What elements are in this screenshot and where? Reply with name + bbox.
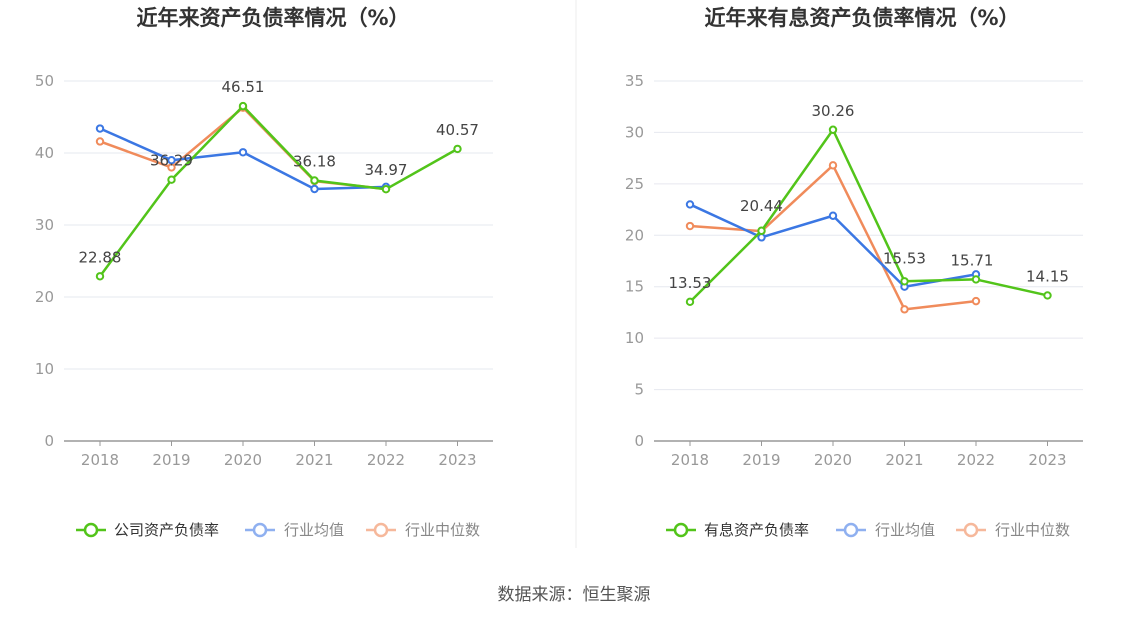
chart2-series-point-0 (1043, 291, 1052, 300)
chart1-data-label: 36.29 (150, 152, 193, 170)
chart2-legend-label-1: 行业均值 (875, 521, 935, 539)
chart2-y-tick-label: 5 (634, 381, 644, 399)
chart1-data-label: 40.57 (436, 121, 479, 139)
chart1-series-point-1 (238, 148, 248, 157)
chart1-y-tick-label: 30 (35, 216, 54, 234)
chart1-y-tick-label: 40 (35, 144, 54, 162)
chart2-series-point-1 (828, 211, 838, 220)
chart1-series-point-1 (310, 184, 319, 194)
chart1-x-tick-label: 2020 (224, 451, 262, 469)
chart2-legend-marker-0 (673, 522, 689, 538)
chart1-x-tick-label: 2023 (438, 451, 476, 469)
chart1-x-tick-label: 2021 (295, 451, 333, 469)
chart2-series-point-0 (685, 297, 695, 307)
chart1-series-point-0 (238, 101, 248, 111)
chart2-series-point-0 (971, 275, 981, 284)
chart2-legend-marker-1 (843, 522, 859, 538)
chart2-series-point-2 (828, 161, 838, 170)
chart1-legend-label-0: 公司资产负债率 (114, 521, 219, 539)
chart2-series-point-2 (900, 305, 909, 314)
chart2-series-point-0 (828, 125, 838, 134)
chart2-x-tick-label: 2021 (885, 451, 923, 469)
chart1-series-point-0 (453, 144, 462, 154)
chart1-x-tick-label: 2019 (152, 451, 190, 469)
chart2-title: 近年来有息资产负债率情况（%） (704, 6, 1019, 30)
chart1-data-label: 36.18 (293, 153, 336, 171)
chart1-y-tick-label: 0 (44, 432, 54, 450)
chart1-y-tick-label: 20 (35, 288, 54, 306)
chart2-series-point-1 (685, 200, 695, 209)
chart1-data-label: 34.97 (365, 161, 408, 179)
chart2-legend-label-2: 行业中位数 (995, 521, 1070, 539)
chart1-legend-label-1: 行业均值 (284, 521, 344, 539)
chart1-y-tick-label: 50 (35, 72, 54, 90)
chart2-series-point-2 (685, 221, 695, 231)
chart2-y-tick-label: 10 (625, 329, 644, 347)
chart2-legend-label-0: 有息资产负债率 (704, 521, 809, 539)
chart1-legend-marker-1 (252, 522, 268, 538)
chart1-series-point-1 (95, 124, 105, 133)
chart1-series-point-2 (95, 137, 105, 146)
chart1-series-point-1 (167, 156, 176, 165)
chart1-x-tick-label: 2018 (81, 451, 119, 469)
chart2-legend-marker-2 (963, 522, 979, 538)
chart1-x-tick-label: 2022 (367, 451, 405, 469)
chart2-y-tick-label: 25 (625, 175, 644, 193)
chart2-data-label: 15.71 (951, 251, 994, 269)
chart2-data-label: 15.53 (883, 249, 926, 267)
chart1-title: 近年来资产负债率情况（%） (136, 6, 409, 30)
chart1-series-point-0 (95, 272, 105, 281)
chart2-x-tick-label: 2018 (671, 451, 709, 469)
chart2-y-tick-label: 20 (625, 226, 644, 244)
chart2-y-tick-label: 15 (625, 278, 644, 296)
chart1-series-point-0 (381, 185, 391, 194)
chart2-x-tick-label: 2020 (814, 451, 852, 469)
chart1-y-tick-label: 10 (35, 360, 54, 378)
chart2-series-point-0 (757, 226, 766, 235)
chart2-series-line-2 (689, 164, 977, 311)
chart2-data-label: 14.15 (1026, 267, 1069, 285)
chart2-data-label: 13.53 (669, 274, 712, 292)
chart1-series-point-0 (310, 176, 319, 185)
chart1-legend-marker-2 (373, 522, 389, 538)
chart2-x-tick-label: 2019 (742, 451, 780, 469)
chart1-legend-label-2: 行业中位数 (405, 521, 480, 539)
chart1-data-label: 22.88 (79, 248, 122, 266)
chart1-series-point-0 (167, 175, 176, 184)
chart2-series-point-0 (900, 277, 909, 286)
chart1-series-line-0 (98, 104, 459, 278)
chart2-series-line-0 (689, 128, 1048, 303)
chart2-x-tick-label: 2022 (957, 451, 995, 469)
chart2-series-point-2 (971, 296, 981, 306)
chart1-data-label: 46.51 (222, 78, 265, 96)
chart2-x-tick-label: 2023 (1028, 451, 1066, 469)
chart2-data-label: 20.44 (740, 197, 783, 215)
chart2-y-tick-label: 35 (625, 72, 644, 90)
chart2-series-point-1 (757, 233, 766, 242)
chart2-data-label: 30.26 (812, 102, 855, 120)
chart2-y-tick-label: 0 (634, 432, 644, 450)
chart2-y-tick-label: 30 (625, 123, 644, 141)
chart1-legend-marker-0 (83, 522, 99, 538)
data-source-label: 数据来源：恒生聚源 (497, 585, 651, 605)
chart1-series-line-1 (99, 127, 387, 191)
